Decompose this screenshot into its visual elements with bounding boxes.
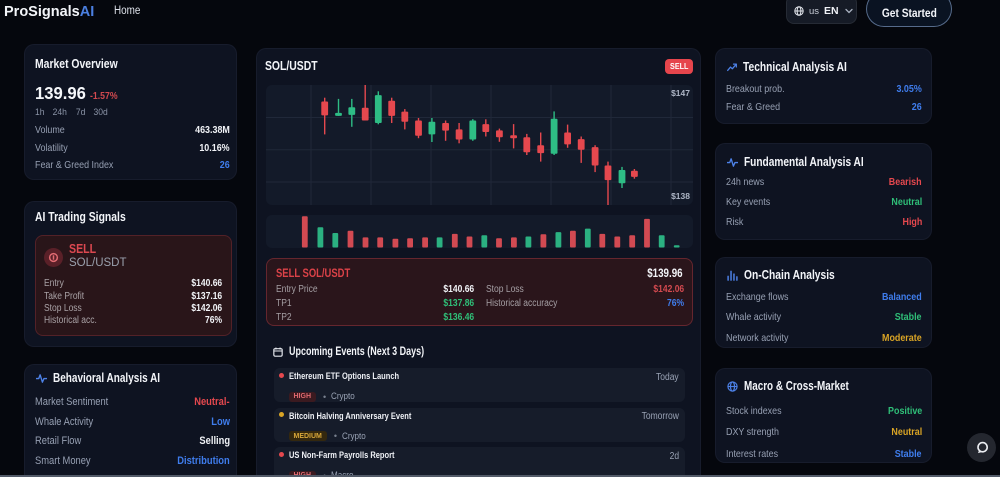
svg-text:$138: $138 [671, 191, 690, 201]
svg-text:$147: $147 [671, 88, 690, 98]
